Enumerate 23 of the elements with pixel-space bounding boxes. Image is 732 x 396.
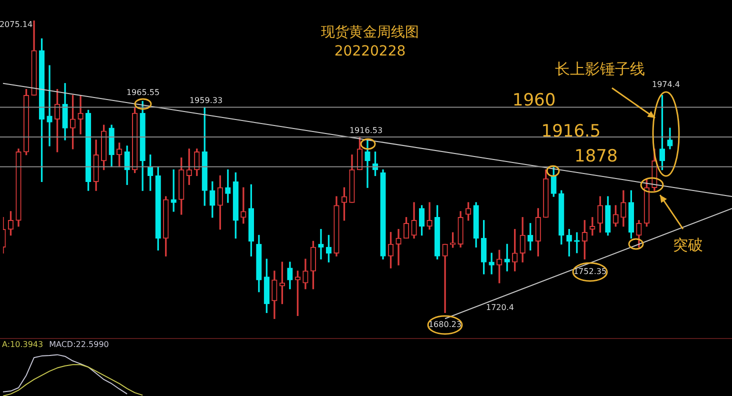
annotation: 1916.5 [541, 121, 601, 142]
annotation: 1752.35 [573, 267, 607, 276]
annotation: 1965.55 [126, 88, 160, 98]
text: 20220228 [334, 44, 406, 60]
candlestick [396, 228, 402, 266]
annotation: 1959.33 [189, 96, 223, 106]
annotation: 1974.4 [652, 80, 680, 90]
candlestick [318, 228, 324, 260]
annotation: 突破 [673, 236, 703, 254]
text: 1680.23 [428, 320, 462, 330]
series-label: MACD:22.5990 [49, 340, 109, 350]
annotation: 1878 [574, 146, 618, 166]
annotation: 长上影锤子线 [555, 60, 645, 78]
candlestick [46, 65, 52, 146]
candlestick [442, 244, 448, 314]
text: A:10.3943 [2, 340, 44, 350]
candlestick [78, 94, 84, 134]
annotation: 2075.14 [0, 20, 33, 30]
candlestick [426, 202, 432, 230]
annotation: 1916.53 [349, 126, 383, 136]
chart-title: 现货黄金周线图 [321, 24, 419, 41]
annotation: 1720.4 [486, 303, 514, 312]
annotation: 1960 [512, 90, 556, 110]
